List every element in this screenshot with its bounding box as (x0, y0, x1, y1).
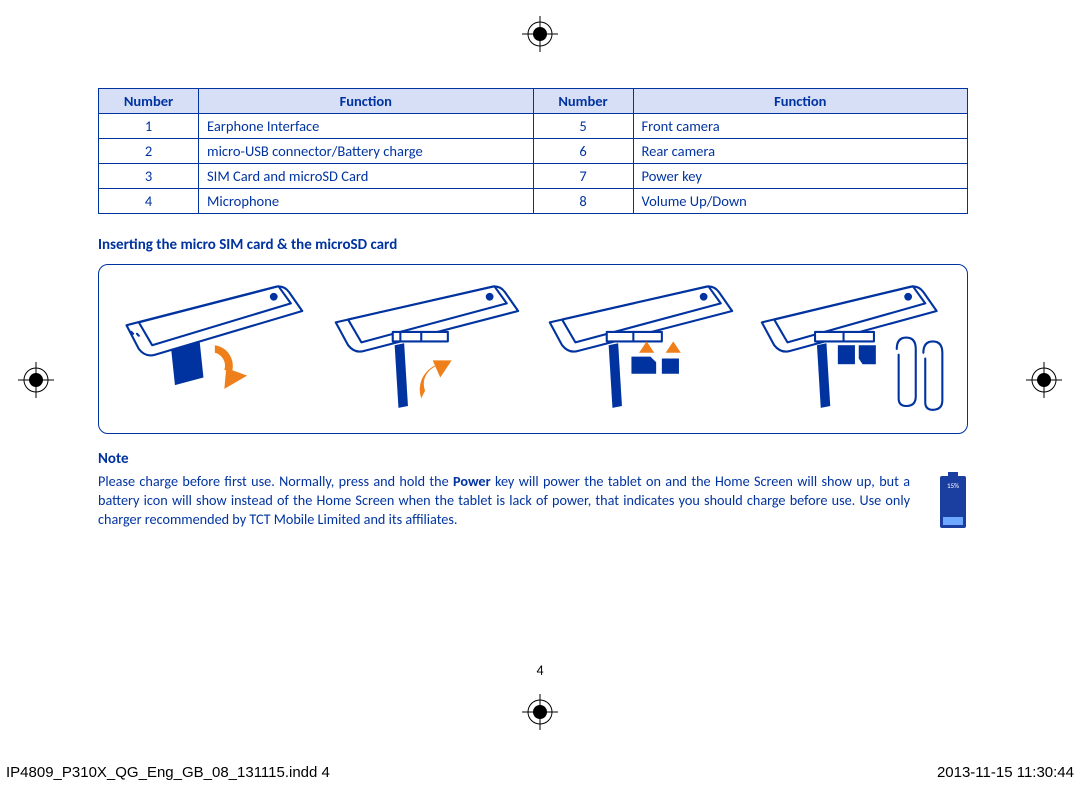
note-power-word: Power (453, 472, 491, 490)
table-row: 4Microphone8Volume Up/Down (99, 189, 968, 214)
note-text: Please charge before first use. Normally… (98, 472, 968, 530)
footer-timestamp: 2013-11-15 11:30:44 (937, 764, 1074, 781)
diagram-step-2 (319, 273, 533, 425)
registration-mark-top (522, 16, 558, 52)
table-row: 2micro-USB connector/Battery charge6Rear… (99, 139, 968, 164)
registration-mark-bottom (522, 694, 558, 730)
table-header-function: Function (633, 89, 968, 114)
table-header-number: Number (99, 89, 199, 114)
table-row: 3SIM Card and microSD Card7Power key (99, 164, 968, 189)
section-title-inserting-sim: Inserting the micro SIM card & the micro… (98, 236, 968, 254)
table-row: 1Earphone Interface5Front camera (99, 114, 968, 139)
functions-table-body: 1Earphone Interface5Front camera 2micro-… (99, 114, 968, 214)
print-footer: IP4809_P310X_QG_Eng_GB_08_131115.indd 4 … (0, 764, 1080, 781)
table-header-number: Number (533, 89, 633, 114)
note-block: Note Please charge before first use. Nor… (98, 450, 968, 530)
table-header-function: Function (199, 89, 534, 114)
registration-mark-left (18, 362, 54, 398)
page-number: 4 (536, 662, 543, 679)
functions-table: Number Function Number Function 1Earphon… (98, 88, 968, 214)
battery-percent-label: 15% (947, 481, 959, 490)
sim-insertion-diagrams (98, 264, 968, 434)
page-content: Number Function Number Function 1Earphon… (98, 88, 968, 530)
diagram-step-1 (105, 273, 319, 425)
note-text-prefix: Please charge before first use. Normally… (98, 472, 453, 490)
diagram-step-4 (747, 273, 961, 425)
battery-low-icon: 15% (938, 472, 968, 530)
note-title: Note (98, 450, 968, 468)
registration-mark-right (1026, 362, 1062, 398)
diagram-step-3 (533, 273, 747, 425)
footer-filename: IP4809_P310X_QG_Eng_GB_08_131115.indd 4 (6, 764, 330, 781)
